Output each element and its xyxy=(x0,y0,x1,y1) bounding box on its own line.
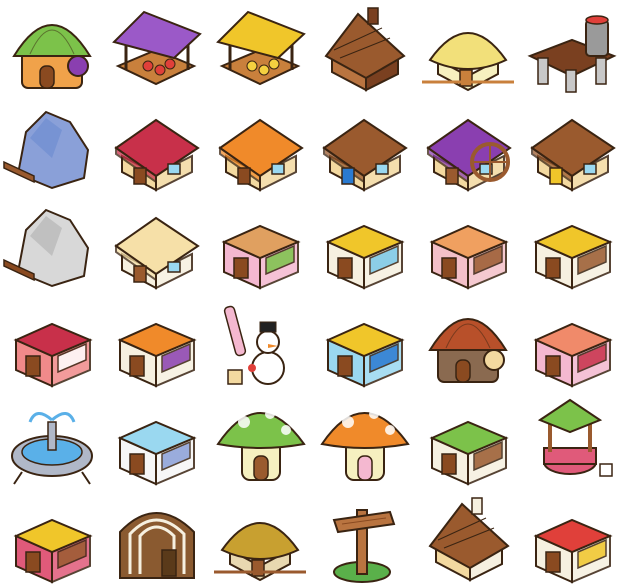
wishing-well-icon xyxy=(520,392,624,490)
orange-mushroom-house-icon xyxy=(312,392,416,490)
rock-quarry-dock-icon xyxy=(0,98,104,196)
log-cabin-icon xyxy=(312,0,416,98)
thatched-farm-hut-icon xyxy=(416,0,520,98)
water-tower-platform-icon xyxy=(520,0,624,98)
octopus-sign-restaurant-icon xyxy=(416,196,520,294)
glass-display-shop-icon xyxy=(312,196,416,294)
fishing-hut-icon xyxy=(312,98,416,196)
aquarium-fish-shop-icon xyxy=(312,294,416,392)
dice-casino-icon xyxy=(0,294,104,392)
plaza-fountain-icon xyxy=(0,392,104,490)
yellow-awning-kiosk-icon xyxy=(520,196,624,294)
barrel-storehouse-icon xyxy=(104,196,208,294)
acorn-hut-icon xyxy=(416,294,520,392)
red-roof-barn-icon xyxy=(104,98,208,196)
purple-fruit-market-stall-icon xyxy=(104,0,208,98)
wooden-tavern-icon xyxy=(520,98,624,196)
colorful-toy-shop-icon xyxy=(0,490,104,588)
noodle-stall-cluster-icon xyxy=(416,490,520,588)
yellow-grain-market-stall-icon xyxy=(208,0,312,98)
green-awning-grocery-icon xyxy=(416,392,520,490)
wooden-barrel-shed-icon xyxy=(104,490,208,588)
laundromat-icon xyxy=(104,392,208,490)
striped-dome-house-icon xyxy=(0,0,104,98)
ramen-bowl-restaurant-icon xyxy=(520,490,624,588)
cosmetics-perfume-shop-icon xyxy=(520,294,624,392)
sandwich-shop-icon xyxy=(208,196,312,294)
stone-mine-icon xyxy=(0,196,104,294)
wooden-signpost-icon xyxy=(312,490,416,588)
green-mushroom-house-icon xyxy=(208,392,312,490)
fashion-boutique-icon xyxy=(104,294,208,392)
thatched-stone-house-icon xyxy=(208,490,312,588)
orange-shingle-cottage-icon xyxy=(208,98,312,196)
snowman-ski-shop-icon xyxy=(208,294,312,392)
watermill-icon xyxy=(416,98,520,196)
